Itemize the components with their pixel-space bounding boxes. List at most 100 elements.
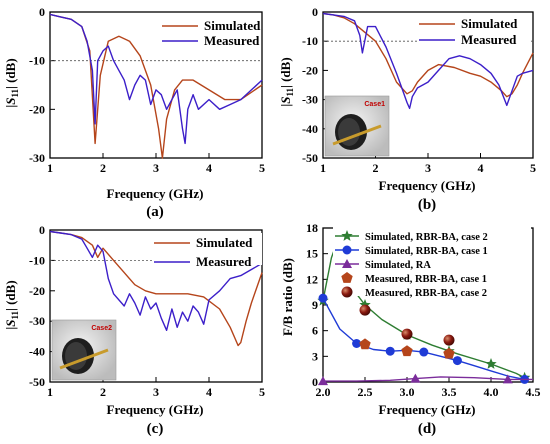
data-point [359,299,371,310]
y-tick-label: -30 [302,93,318,107]
legend-item: Measured [154,254,252,269]
legend-marker [341,286,353,298]
panel-d-xlabel: Frequency (GHz) [379,402,476,417]
series-measured-rbr-ba-case-2 [359,304,455,346]
x-tick-label: 4.0 [484,385,499,399]
legend-background [152,233,262,265]
panel-a-ylabel: |S11| (dB) [3,58,20,107]
series-line [322,297,525,381]
panel-d-caption: (d) [418,421,436,437]
x-tick-label: 2.0 [316,385,331,399]
legend-label: Simulated, RBR-BA, case 1 [365,246,488,257]
legend-item: Measured, RBR-BA, case 2 [341,286,487,299]
data-point [443,347,455,359]
y-tick-label: -30 [29,314,45,328]
legend-item: Simulated, RBR-BA, case 2 [335,230,488,243]
panel-b-caption: (b) [418,197,436,213]
x-tick-label: 3 [153,385,159,399]
series-line [322,12,534,110]
series-simulated [322,12,534,98]
y-tick-label: 9 [312,298,318,312]
series-line [49,230,263,347]
y-tick-label: -10 [29,54,45,68]
legend-background [160,16,260,44]
x-tick-label: 4.5 [526,385,541,399]
legend-label: Simulated, RA [365,260,431,271]
legend-item: Measured [419,32,517,47]
inset-case-label: Case2 [91,325,112,332]
legend-label: Measured [461,32,517,47]
y-tick-label: -10 [302,34,318,48]
panel-b-xlabel: Frequency (GHz) [379,178,476,193]
series-line [49,13,263,145]
series-measured-rbr-ba-case-1 [359,338,455,359]
series-simulated-ra [318,373,533,386]
inset-case-label: Case1 [364,101,385,108]
panel-c: 1 2 3 4 5 0 -10 -20 -30 -40 -50 Case2 Simulated Measu… [3,223,265,437]
legend-label: Measured [204,33,260,48]
data-point [452,356,462,366]
y-tick-label: 3 [312,349,318,363]
y-tick-label: -10 [29,253,45,267]
data-point [401,328,413,340]
y-tick-label: 0 [39,223,45,237]
x-tick-label: 3 [153,161,159,175]
legend-item: Simulated [419,16,518,31]
y-tick-label: 15 [306,247,318,261]
x-tick-label: 1 [47,385,53,399]
x-tick-label: 3 [425,161,431,175]
panel-c-caption: (c) [147,421,164,437]
y-tick-label: 0 [312,5,318,19]
legend-item: Measured [162,33,260,48]
data-point [410,373,421,383]
panel-c-plot-area: 1 2 3 4 5 0 -10 -20 -30 -40 -50 Case2 Simulated Measu… [29,223,265,399]
x-tick-label: 2 [100,161,106,175]
data-point [485,358,497,369]
y-tick-label: -40 [302,122,318,136]
series-simulated [49,230,263,347]
legend: Simulated Measured [152,233,262,269]
panel-d: 2.0 2.5 3.0 3.5 4.0 4.5 0 3 6 9 12 15 18 Simulated, R… [280,221,541,437]
series-line [322,12,534,98]
x-tick-label: 2 [100,385,106,399]
antenna-photo-inset: Case2 [51,319,117,381]
x-tick-label: 3.5 [442,385,457,399]
legend-label: Simulated [204,18,261,33]
panel-c-ylabel: |S11| (dB) [3,280,20,329]
data-point [318,293,328,303]
x-tick-label: 5 [530,161,536,175]
x-tick-label: 4 [206,385,212,399]
legend-item: Simulated [162,18,261,33]
y-tick-label: 6 [312,324,318,338]
legend-item: Simulated [154,235,253,250]
y-tick-label: 18 [306,221,318,235]
panel-c-xlabel: Frequency (GHz) [107,402,204,417]
data-point [385,346,395,356]
legend-background [333,226,531,296]
x-tick-label: 4 [206,161,212,175]
legend-marker [342,259,352,268]
x-tick-label: 1 [47,161,53,175]
x-tick-label: 2.5 [358,385,373,399]
series-measured [49,230,263,331]
x-tick-label: 2 [373,161,379,175]
antenna-photo-inset: Case1 [324,95,390,157]
data-point [502,374,513,384]
y-tick-label: 0 [39,5,45,19]
legend-marker [341,272,353,283]
series-measured [322,12,534,110]
data-point [401,345,413,357]
panel-b: 1 2 3 4 5 0 -10 -20 -30 -40 -50 Case1 SimulatedMeasu… [278,5,536,213]
legend-label: Measured [196,254,252,269]
panel-a-caption: (a) [146,204,164,220]
y-tick-label: -20 [302,63,318,77]
x-tick-label: 4 [478,161,484,175]
antenna-feed-shape [332,124,382,146]
data-point [352,339,362,348]
panel-a-xlabel: Frequency (GHz) [107,186,204,201]
y-tick-label: -50 [29,375,45,389]
series-line [49,230,263,331]
